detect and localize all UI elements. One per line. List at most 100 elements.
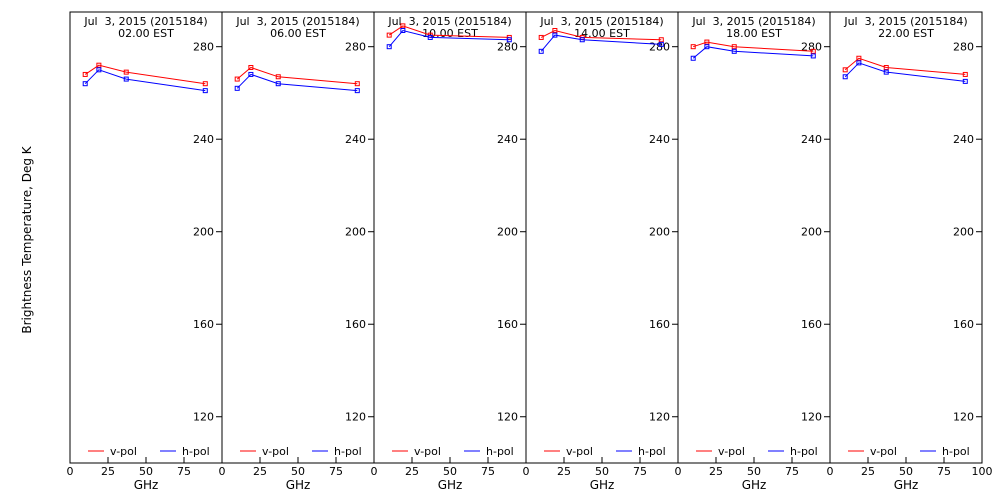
series-line-v-pol — [388, 25, 510, 38]
legend-label-h-pol: h-pol — [790, 445, 818, 458]
data-point-v-pol — [552, 28, 558, 34]
x-axis-label: GHz — [894, 478, 919, 492]
y-tick-label: 160 — [953, 318, 974, 331]
panel-title-time: 06.00 EST — [270, 27, 326, 40]
data-point-v-pol — [704, 39, 710, 45]
y-tick-label: 240 — [953, 133, 974, 146]
series-line-h-pol — [692, 46, 814, 59]
series-line-h-pol — [540, 34, 662, 52]
y-tick-label: 120 — [193, 411, 214, 424]
data-point-v-pol — [354, 81, 360, 87]
panel-title-time: 10.00 EST — [422, 27, 478, 40]
data-point-v-pol — [883, 65, 889, 71]
chart-panel-4: Jul 3, 2015 (2015184)14.00 EST 120 160 200 2… — [523, 11, 679, 492]
legend-label-v-pol: v-pol — [566, 445, 593, 458]
panel-title-date: Jul 3, 2015 (2015184) — [691, 15, 815, 28]
y-tick-label: 280 — [345, 41, 366, 54]
y-tick-label: 280 — [497, 41, 518, 54]
x-tick-label: 75 — [177, 465, 191, 478]
chart-panel-2: Jul 3, 2015 (2015184)06.00 EST 120 160 200 2… — [219, 11, 375, 492]
series-line-h-pol — [236, 73, 358, 92]
y-tick-label: 200 — [801, 226, 822, 239]
x-tick-label: 75 — [329, 465, 343, 478]
legend-label-v-pol: v-pol — [718, 445, 745, 458]
x-tick-label: 50 — [899, 465, 913, 478]
legend-label-v-pol: v-pol — [870, 445, 897, 458]
data-point-h-pol — [842, 74, 848, 80]
series-line-v-pol — [540, 29, 662, 41]
x-tick-label: 100 — [972, 465, 993, 478]
x-tick-label: 0 — [67, 465, 74, 478]
data-point-v-pol — [234, 76, 240, 82]
x-tick-label: 25 — [709, 465, 723, 478]
data-point-v-pol — [202, 81, 208, 87]
y-tick-label: 120 — [953, 411, 974, 424]
x-axis-label: GHz — [134, 478, 159, 492]
data-point-v-pol — [658, 37, 664, 43]
series-line-h-pol — [388, 29, 510, 48]
panel-title-time: 18.00 EST — [726, 27, 782, 40]
chart-panel-5: Jul 3, 2015 (2015184)18.00 EST 120 160 200 2… — [675, 11, 831, 492]
legend-label-h-pol: h-pol — [638, 445, 666, 458]
x-tick-label: 25 — [861, 465, 875, 478]
x-tick-label: 75 — [937, 465, 951, 478]
panel-title-date: Jul 3, 2015 (2015184) — [843, 15, 967, 28]
legend-label-h-pol: h-pol — [942, 445, 970, 458]
data-point-h-pol — [96, 67, 102, 73]
data-point-h-pol — [386, 44, 392, 50]
data-point-h-pol — [275, 81, 281, 87]
x-axis-label: GHz — [286, 478, 311, 492]
y-axis-label: Brightness Temperature, Deg K — [20, 145, 34, 333]
data-point-h-pol — [658, 41, 664, 47]
legend-label-h-pol: h-pol — [486, 445, 514, 458]
series-line-h-pol — [84, 69, 206, 92]
x-tick-label: 25 — [405, 465, 419, 478]
data-point-h-pol — [704, 44, 710, 50]
data-point-h-pol — [731, 48, 737, 54]
data-point-v-pol — [248, 65, 254, 71]
x-tick-label: 50 — [595, 465, 609, 478]
x-tick-label: 25 — [557, 465, 571, 478]
y-tick-label: 240 — [801, 133, 822, 146]
x-tick-label: 50 — [139, 465, 153, 478]
y-tick-label: 240 — [649, 133, 670, 146]
y-tick-label: 240 — [193, 133, 214, 146]
x-tick-label: 50 — [291, 465, 305, 478]
y-tick-label: 160 — [801, 318, 822, 331]
series-line-v-pol — [844, 57, 966, 75]
y-tick-label: 200 — [649, 226, 670, 239]
data-point-h-pol — [579, 37, 585, 43]
data-point-v-pol — [810, 48, 816, 54]
y-tick-label: 280 — [953, 41, 974, 54]
x-tick-label: 50 — [747, 465, 761, 478]
data-point-h-pol — [123, 76, 129, 82]
data-point-h-pol — [506, 37, 512, 43]
y-tick-label: 120 — [649, 411, 670, 424]
x-tick-label: 75 — [785, 465, 799, 478]
data-point-h-pol — [82, 81, 88, 87]
x-tick-label: 0 — [523, 465, 530, 478]
legend-label-v-pol: v-pol — [262, 445, 289, 458]
data-point-h-pol — [538, 48, 544, 54]
y-tick-label: 160 — [649, 318, 670, 331]
y-tick-label: 120 — [801, 411, 822, 424]
y-tick-label: 240 — [345, 133, 366, 146]
data-point-v-pol — [386, 32, 392, 38]
chart-panel-3: Jul 3, 2015 (2015184)10.00 EST 120 160 200 2… — [371, 11, 527, 492]
y-tick-label: 120 — [345, 411, 366, 424]
y-tick-label: 200 — [953, 226, 974, 239]
y-tick-label: 120 — [497, 411, 518, 424]
data-point-v-pol — [123, 69, 129, 75]
y-tick-label: 160 — [345, 318, 366, 331]
data-point-v-pol — [856, 55, 862, 61]
x-tick-label: 0 — [219, 465, 226, 478]
panel-title-time: 22.00 EST — [878, 27, 934, 40]
data-point-h-pol — [202, 88, 208, 94]
series-line-h-pol — [844, 62, 966, 82]
x-tick-label: 0 — [827, 465, 834, 478]
y-tick-label: 200 — [193, 226, 214, 239]
panel-title-date: Jul 3, 2015 (2015184) — [83, 15, 207, 28]
chart-panel-1: Jul 3, 2015 (2015184)02.00 EST 120 160 200 2… — [67, 11, 223, 492]
x-tick-label: 0 — [675, 465, 682, 478]
